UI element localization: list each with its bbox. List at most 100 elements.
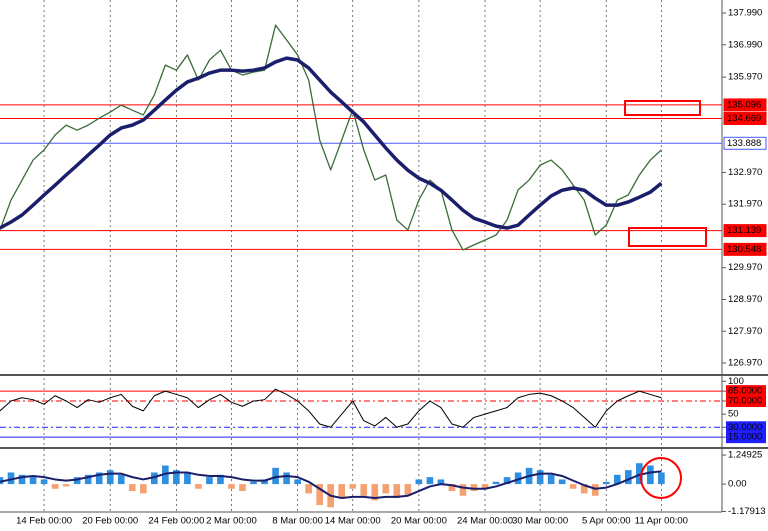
histogram-bar — [437, 479, 445, 485]
histogram-bar — [382, 484, 390, 494]
histogram-bar — [151, 472, 158, 485]
histogram-bar — [261, 479, 268, 485]
histogram-bar — [117, 474, 125, 485]
x-tick-label: 2 Mar 00:00 — [206, 516, 257, 527]
x-tick-label: 20 Feb 00:00 — [82, 516, 138, 527]
histogram-bar — [481, 484, 489, 489]
series-line — [0, 388, 662, 428]
histogram-bar — [393, 484, 401, 499]
price-tag-label: 134.669 — [727, 113, 761, 124]
histogram-bar — [338, 484, 346, 499]
annotation-box — [628, 227, 707, 247]
histogram-bar — [294, 479, 301, 485]
histogram-bar — [217, 474, 224, 485]
y-tick-label: 131.970 — [728, 199, 762, 210]
x-tick-label: 5 Apr 00:00 — [582, 516, 631, 527]
histogram-bar — [404, 484, 412, 496]
y-tick-label: 70.0000 — [728, 396, 762, 407]
histogram-bar — [316, 484, 323, 506]
x-tick-label: 14 Mar 00:00 — [325, 516, 381, 527]
histogram-bar — [239, 484, 246, 492]
histogram-bar — [448, 484, 456, 492]
annotation-circle — [640, 457, 682, 499]
histogram-bar — [95, 472, 103, 485]
x-tick-label: 24 Feb 00:00 — [148, 516, 204, 527]
histogram-bar — [613, 474, 621, 485]
histogram-bar — [547, 474, 555, 485]
price-tag-label: 130.548 — [727, 244, 761, 255]
y-tick-label: 128.970 — [728, 294, 762, 305]
histogram-bar — [658, 472, 665, 485]
histogram-bar — [250, 481, 257, 485]
x-tick-label: 8 Mar 00:00 — [272, 516, 323, 527]
histogram-bar — [536, 470, 544, 485]
y-tick-label: 135.970 — [728, 72, 762, 83]
y-tick-label: 50 — [728, 409, 739, 420]
histogram-bar — [305, 484, 312, 494]
y-tick-label: 132.970 — [728, 167, 762, 178]
histogram-bar — [7, 472, 15, 485]
histogram-bar — [492, 481, 500, 485]
y-tick-label: 126.970 — [728, 358, 762, 369]
histogram-bar — [569, 484, 577, 489]
series-line — [0, 56, 663, 230]
price-tag — [723, 136, 767, 150]
histogram-bar — [195, 484, 202, 489]
y-tick-label: 100 — [728, 376, 744, 387]
y-tick-label: 127.970 — [728, 326, 762, 337]
histogram-bar — [371, 484, 379, 501]
series-line — [0, 470, 662, 500]
level-tag — [726, 385, 766, 398]
histogram-bar — [580, 484, 588, 494]
histogram-bar — [602, 481, 610, 485]
histogram-bar — [647, 465, 654, 485]
price-tag — [723, 242, 767, 256]
histogram-bar — [360, 484, 368, 496]
price-tag-label: 131.139 — [727, 225, 761, 236]
y-tick-label: -1.17913 — [728, 506, 766, 517]
y-tick-label: 85.0000 — [728, 386, 762, 397]
histogram-bar — [272, 467, 279, 485]
histogram-bar — [139, 484, 147, 494]
histogram-bar — [591, 484, 599, 496]
histogram-bar — [459, 484, 467, 496]
histogram-bar — [206, 477, 213, 485]
histogram-bar — [40, 479, 48, 485]
histogram-bar — [470, 484, 478, 492]
y-tick-label: 137.990 — [728, 8, 762, 19]
histogram-bar — [558, 479, 566, 485]
x-tick-label: 30 Mar 00:00 — [512, 516, 568, 527]
histogram-bar — [624, 470, 632, 485]
price-tag — [723, 224, 767, 238]
y-tick-label: 1.24925 — [728, 450, 762, 461]
histogram-bar — [228, 484, 235, 489]
histogram-bar — [162, 465, 169, 485]
x-tick-label: 24 Mar 00:00 — [457, 516, 513, 527]
y-tick-label: 136.990 — [728, 39, 762, 50]
level-tag — [726, 431, 766, 444]
histogram-bar — [106, 470, 114, 485]
y-tick-label: 15.0000 — [728, 432, 762, 443]
price-tag — [723, 111, 767, 125]
histogram-bar — [184, 472, 191, 485]
x-tick-label: 11 Apr 00:00 — [635, 516, 688, 527]
y-tick-label: 129.970 — [728, 262, 762, 273]
histogram-bar — [29, 477, 37, 485]
x-tick-label: 14 Feb 00:00 — [16, 516, 72, 527]
price-tag — [723, 98, 767, 112]
histogram-bar — [349, 484, 357, 489]
histogram-bar — [426, 477, 434, 485]
price-tag-label: 135.096 — [727, 99, 761, 110]
histogram-bar — [18, 474, 26, 485]
histogram-bar — [415, 479, 423, 485]
annotation-box — [624, 100, 701, 116]
series-line — [0, 24, 662, 251]
level-tag — [726, 395, 766, 407]
y-tick-label: 0.00 — [728, 479, 747, 490]
histogram-bar — [62, 484, 70, 487]
histogram-bar — [173, 470, 180, 485]
histogram-bar — [636, 463, 643, 485]
